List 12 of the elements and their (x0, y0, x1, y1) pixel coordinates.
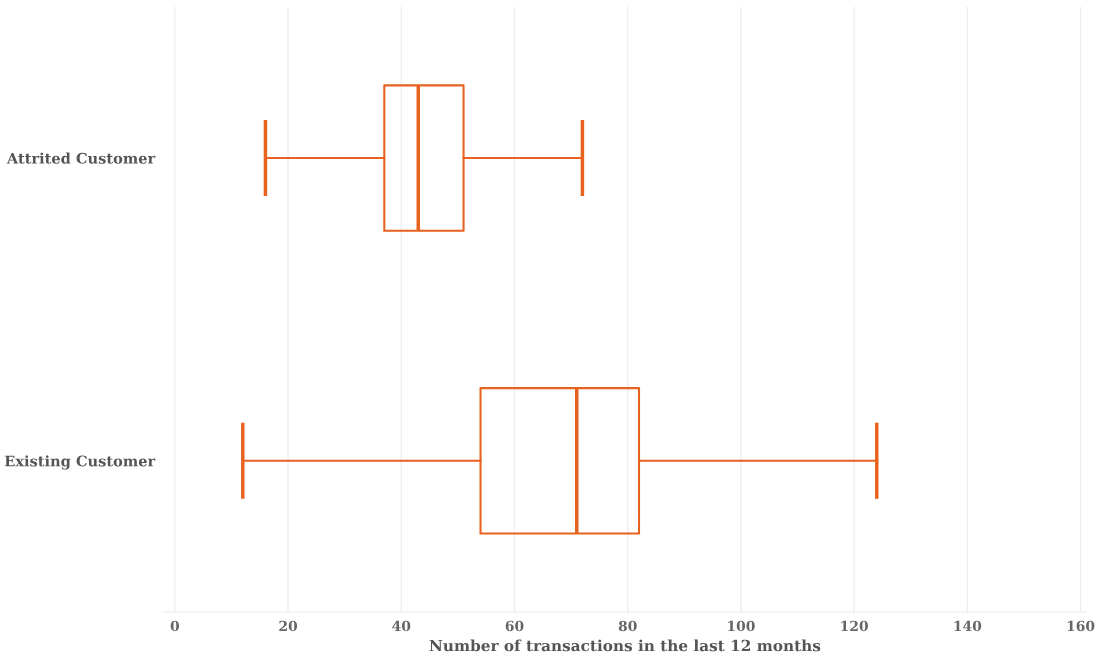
x-axis-title: Number of transactions in the last 12 months (429, 639, 821, 652)
y-tick-label: Existing Customer (4, 455, 156, 470)
x-tick-label: 40 (392, 620, 411, 632)
x-tick-label: 140 (954, 620, 982, 632)
x-tick-label: 120 (841, 620, 868, 632)
x-tick-label: 80 (618, 620, 637, 632)
x-tick-label: 160 (1067, 620, 1095, 632)
y-tick-label: Attrited Customer (6, 152, 156, 164)
x-tick-label: 100 (728, 620, 755, 632)
x-tick-label: 0 (170, 620, 180, 632)
x-tick-label: 20 (279, 620, 298, 632)
x-tick-label: 60 (505, 620, 524, 632)
